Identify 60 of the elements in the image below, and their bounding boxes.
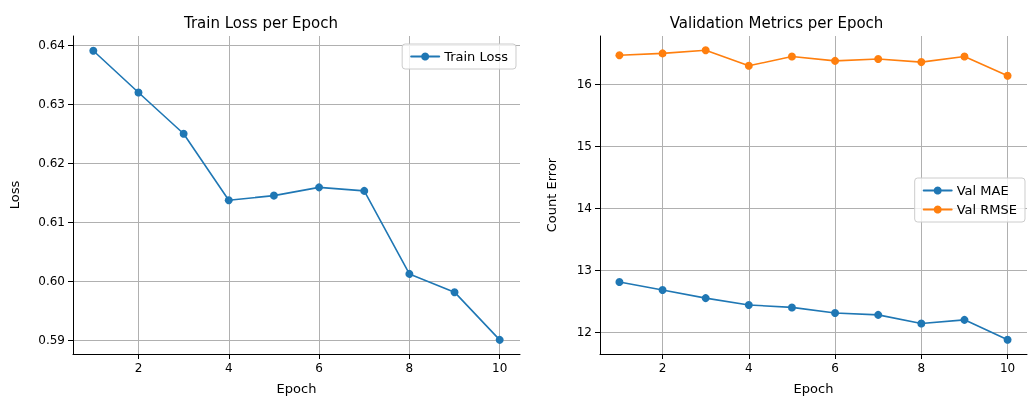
point — [405, 269, 414, 278]
legend-label: Val RMSE — [956, 202, 1017, 217]
point — [701, 46, 710, 55]
point — [495, 335, 504, 344]
point — [874, 310, 883, 319]
point — [744, 61, 753, 70]
y-tick-label: 13 — [576, 263, 592, 278]
point — [615, 277, 624, 286]
point — [787, 52, 796, 61]
y-tick-label: 0.60 — [38, 273, 65, 288]
point — [787, 303, 796, 312]
x-tick-label: 4 — [744, 361, 753, 375]
point — [224, 196, 233, 205]
y-tick-label: 0.59 — [38, 332, 65, 347]
legend-label: Train Loss — [443, 49, 509, 64]
x-tick-label: 6 — [315, 361, 323, 375]
point — [658, 49, 667, 58]
chart-title: Train Loss per Epoch — [182, 13, 339, 32]
y-axis-title: Loss — [7, 180, 22, 210]
point — [744, 300, 753, 309]
point — [658, 286, 667, 295]
x-tick-label: 6 — [831, 361, 839, 375]
y-axis-title: Count Error — [544, 157, 559, 233]
x-tick-label: 2 — [134, 361, 143, 375]
point — [917, 58, 926, 67]
point — [1003, 335, 1012, 344]
point — [315, 183, 324, 192]
point — [960, 315, 969, 324]
x-tick-label: 10 — [999, 361, 1016, 375]
x-tick-label: 10 — [492, 361, 508, 375]
point — [917, 319, 926, 328]
x-tick-label: 4 — [224, 361, 233, 375]
point — [831, 309, 840, 318]
point — [450, 288, 459, 297]
point — [615, 51, 624, 60]
y-tick-label: 15 — [576, 138, 592, 153]
point — [1003, 71, 1012, 80]
x-tick-label: 8 — [405, 361, 414, 375]
point — [134, 88, 143, 97]
point — [360, 186, 369, 195]
point — [960, 52, 969, 61]
x-axis-title: Epoch — [276, 381, 317, 396]
point — [874, 54, 883, 63]
x-tick-label: 2 — [658, 361, 667, 375]
point — [89, 46, 98, 55]
point — [179, 129, 188, 138]
y-tick-label: 12 — [576, 325, 592, 340]
y-tick-label: 14 — [576, 201, 592, 216]
point — [701, 294, 710, 303]
y-tick-label: 0.64 — [38, 38, 65, 53]
legend-label: Val MAE — [956, 183, 1009, 198]
x-tick-label: 8 — [917, 361, 926, 375]
y-tick-label: 0.62 — [38, 156, 65, 171]
point — [269, 191, 278, 200]
y-tick-label: 16 — [576, 76, 592, 91]
y-tick-label: 0.61 — [38, 215, 65, 230]
chart-title: Validation Metrics per Epoch — [669, 13, 884, 32]
point — [831, 56, 840, 65]
x-axis-title: Epoch — [793, 381, 834, 396]
y-tick-label: 0.63 — [38, 97, 65, 112]
